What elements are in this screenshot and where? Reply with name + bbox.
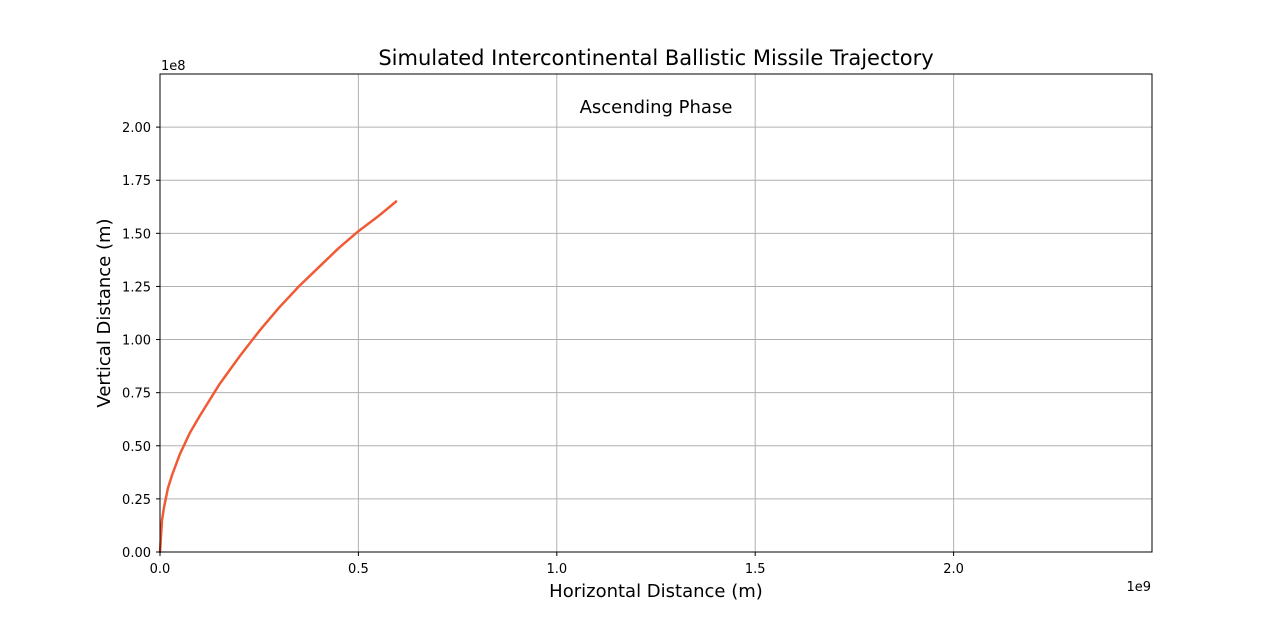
plot-frame: [159, 73, 1153, 553]
y-tick-label: 0.25: [122, 493, 151, 508]
y-tick-label: 1.50: [122, 227, 151, 242]
trajectory-line: [158, 200, 398, 554]
y-axis-label: Vertical Distance (m): [94, 218, 115, 407]
y-tick-label: 0.00: [122, 546, 151, 561]
chart-title: Simulated Intercontinental Ballistic Mis…: [378, 46, 933, 70]
x-axis-label: Horizontal Distance (m): [549, 581, 763, 602]
y-offset-text: 1e8: [161, 59, 186, 74]
y-tick-label: 0.75: [122, 387, 151, 402]
y-tick-label: 0.50: [122, 440, 151, 455]
ticks: 0.0 0.5 1.0 1.5 2.0 0.00 0.25 0.50 0.75 1.00 1.25 1…: [122, 121, 964, 577]
series-layer: [158, 200, 398, 554]
x-tick-label: 1.0: [546, 562, 567, 577]
y-tick-label: 1.75: [122, 174, 151, 189]
annotation-label: Ascending Phase: [580, 97, 733, 118]
y-tick-label: 2.00: [122, 121, 151, 136]
x-tick-label: 0.0: [150, 562, 171, 577]
x-tick-label: 0.5: [348, 562, 369, 577]
y-tick-label: 1.25: [122, 280, 151, 295]
x-offset-text: 1e9: [1126, 580, 1151, 595]
x-tick-label: 2.0: [943, 562, 964, 577]
y-tick-label: 1.00: [122, 334, 151, 349]
x-tick-label: 1.5: [745, 562, 766, 577]
